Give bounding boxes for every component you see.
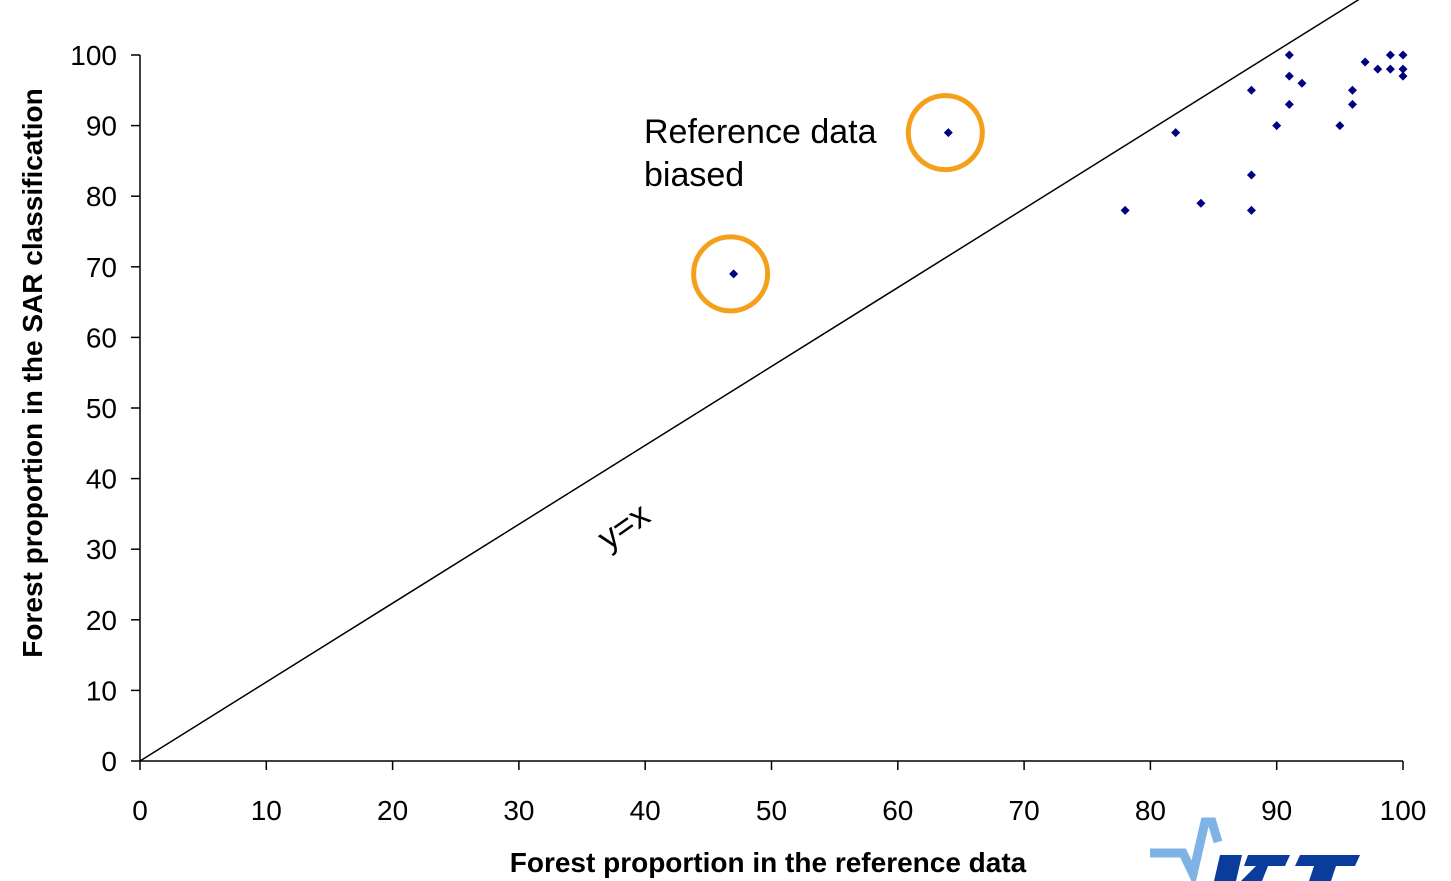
- x-axis-title: Forest proportion in the reference data: [510, 847, 1027, 878]
- y-axis-title: Forest proportion in the SAR classificat…: [17, 88, 48, 657]
- data-point: [1385, 64, 1395, 74]
- data-point: [1246, 85, 1256, 95]
- data-point: [1385, 50, 1395, 60]
- x-tick-label: 0: [132, 795, 148, 826]
- data-point: [1284, 50, 1294, 60]
- reference-line: [139, 0, 1360, 762]
- vtt-logo: [1150, 817, 1360, 881]
- x-tick-label: 60: [882, 795, 913, 826]
- data-point: [1171, 128, 1181, 138]
- data-point: [1284, 99, 1294, 109]
- ticks: 0 10 20 30 40 50 60 70 80 90 100 0 10 20 30 40 50 60 70 80 9…: [70, 40, 1426, 826]
- x-tick-label: 10: [251, 795, 282, 826]
- data-point: [1347, 85, 1357, 95]
- annotation-line-2: biased: [644, 156, 744, 194]
- annotation-line-1: Reference data: [644, 113, 877, 151]
- y-tick-label: 50: [86, 393, 117, 424]
- data-point: [1373, 64, 1383, 74]
- reference-line-group: [139, 0, 1360, 762]
- x-tick-label: 20: [377, 795, 408, 826]
- data-point: [1246, 170, 1256, 180]
- data-point: [1284, 71, 1294, 81]
- data-point: [1398, 50, 1408, 60]
- data-point: [1120, 205, 1130, 215]
- data-point: [1272, 121, 1282, 131]
- y-tick-label: 90: [86, 111, 117, 142]
- x-tick-label: 40: [630, 795, 661, 826]
- x-tick-label: 100: [1380, 795, 1427, 826]
- x-tick-label: 30: [503, 795, 534, 826]
- reference-line-label: y=x: [591, 496, 657, 558]
- data-point: [943, 128, 953, 138]
- y-tick-label: 60: [86, 322, 117, 353]
- data-point: [1360, 57, 1370, 67]
- data-point: [1297, 78, 1307, 88]
- highlight-circles: [691, 93, 985, 314]
- x-tick-label: 70: [1009, 795, 1040, 826]
- y-tick-label: 40: [86, 464, 117, 495]
- y-tick-label: 20: [86, 605, 117, 636]
- y-tick-label: 30: [86, 534, 117, 565]
- x-tick-label: 90: [1261, 795, 1292, 826]
- axes: [139, 55, 1403, 762]
- highlight-circle: [691, 234, 771, 314]
- y-tick-label: 0: [101, 746, 117, 777]
- data-point: [1347, 99, 1357, 109]
- data-points: [729, 50, 1408, 279]
- y-tick-label: 10: [86, 675, 117, 706]
- data-point: [1246, 205, 1256, 215]
- y-tick-label: 100: [70, 40, 117, 71]
- x-tick-label: 80: [1135, 795, 1166, 826]
- data-point: [1196, 198, 1206, 208]
- data-point: [1398, 71, 1408, 81]
- y-tick-label: 70: [86, 252, 117, 283]
- x-tick-label: 50: [756, 795, 787, 826]
- y-tick-label: 80: [86, 181, 117, 212]
- data-point: [729, 269, 739, 279]
- data-point: [1398, 64, 1408, 74]
- highlight-circle: [905, 93, 985, 173]
- data-point: [1335, 121, 1345, 131]
